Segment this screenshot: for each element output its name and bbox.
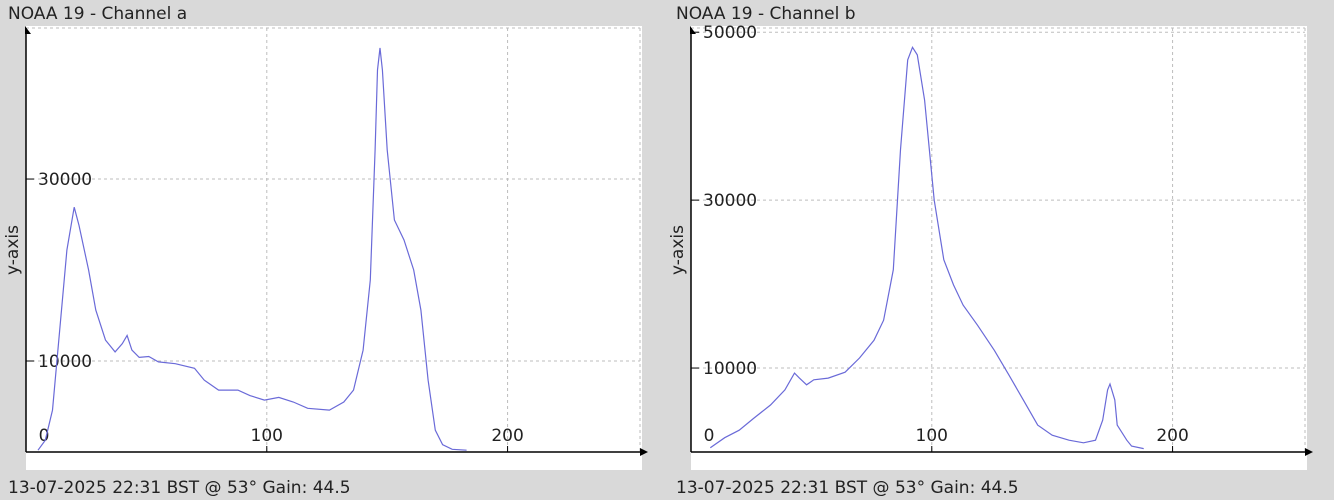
x-tick-label: 100 xyxy=(916,426,948,446)
axis-arrow xyxy=(1305,448,1313,456)
footer-status: 13-07-2025 22:31 BST @ 53° Gain: 44.5 xyxy=(8,478,351,498)
y-tick-label: 10000 xyxy=(703,359,757,379)
x-tick-label: 200 xyxy=(491,426,523,446)
signal-line xyxy=(709,45,1144,450)
y-tick-label: 50000 xyxy=(703,23,757,43)
plot-area xyxy=(691,26,1307,470)
x-tick-label: 100 xyxy=(251,426,283,446)
y-tick-label: 30000 xyxy=(703,191,757,211)
y-axis-label: y-axis xyxy=(3,225,23,275)
chart-panel: NOAA 19 - Channel a 13-07-2025 22:31 BST … xyxy=(3,4,648,498)
signal-line xyxy=(37,47,467,451)
plot-area xyxy=(26,26,642,470)
x-tick-label: 0 xyxy=(704,426,715,446)
y-tick-label: 30000 xyxy=(38,170,92,190)
chart-title: NOAA 19 - Channel a xyxy=(8,4,187,24)
chart-title: NOAA 19 - Channel b xyxy=(676,4,856,24)
x-tick-label: 0 xyxy=(39,426,50,446)
x-tick-label: 200 xyxy=(1156,426,1188,446)
footer-status: 13-07-2025 22:31 BST @ 53° Gain: 44.5 xyxy=(676,478,1019,498)
axis-arrow xyxy=(690,26,696,34)
axis-arrow xyxy=(25,26,31,34)
y-tick-label: 10000 xyxy=(38,352,92,372)
chart-panel: NOAA 19 - Channel b 13-07-2025 22:31 BST … xyxy=(668,4,1313,498)
axis-arrow xyxy=(640,448,648,456)
y-axis-label: y-axis xyxy=(668,225,688,275)
